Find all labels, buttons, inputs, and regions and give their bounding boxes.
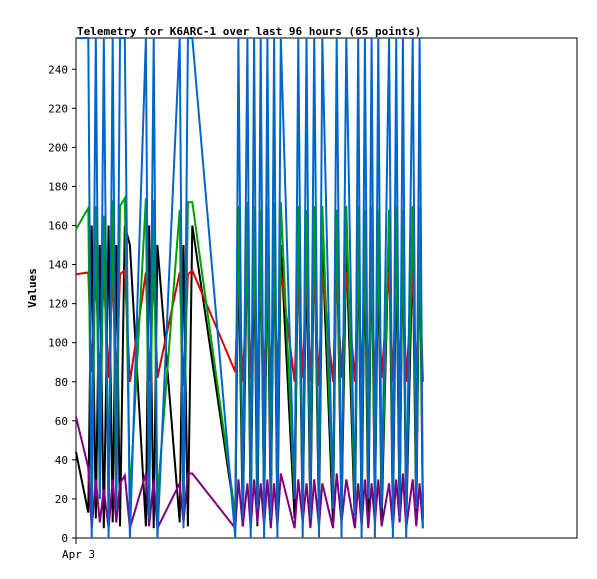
series-layer: [75, 37, 424, 539]
chart-title: Telemetry for K6ARC-1 over last 96 hours…: [77, 25, 421, 38]
y-tick-label: 200: [48, 141, 68, 154]
y-tick-label: 160: [48, 220, 68, 233]
y-tick-label: 220: [48, 102, 68, 115]
y-tick-label: 0: [61, 532, 68, 545]
y-axis: 0 20 40 60 80 100 120 140 160 180 200 220 240: [48, 63, 76, 545]
x-tick-label: Apr 3: [62, 548, 95, 561]
x-axis: Apr 3: [62, 538, 95, 561]
y-tick-label: 140: [48, 259, 68, 272]
y-tick-label: 100: [48, 337, 68, 350]
series-line-5: [76, 37, 424, 539]
plot-frame: [75, 37, 578, 539]
y-axis-label: Values: [26, 268, 39, 308]
y-tick-label: 240: [48, 63, 68, 76]
y-tick-label: 80: [55, 376, 68, 389]
y-tick-label: 180: [48, 180, 68, 193]
y-tick-label: 40: [55, 454, 68, 467]
y-tick-label: 20: [55, 493, 68, 506]
y-tick-label: 60: [55, 415, 68, 428]
y-tick-label: 120: [48, 298, 68, 311]
